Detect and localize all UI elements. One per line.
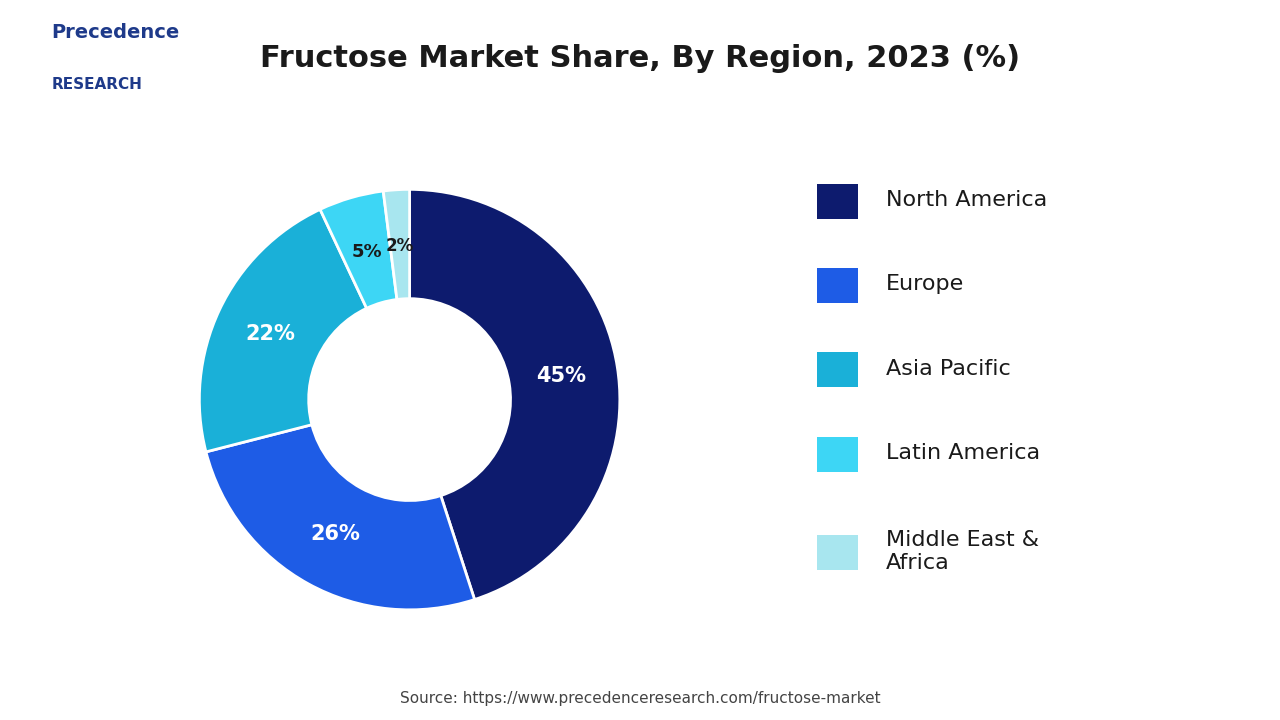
FancyBboxPatch shape [817,268,858,303]
Text: Latin America: Latin America [886,443,1039,463]
Text: Fructose Market Share, By Region, 2023 (%): Fructose Market Share, By Region, 2023 (… [260,44,1020,73]
Text: Middle East &
Africa: Middle East & Africa [886,530,1039,573]
FancyBboxPatch shape [817,436,858,472]
FancyBboxPatch shape [817,352,858,387]
Text: Asia Pacific: Asia Pacific [886,359,1010,379]
Text: Source: https://www.precedenceresearch.com/fructose-market: Source: https://www.precedenceresearch.c… [399,691,881,706]
Text: Precedence: Precedence [51,23,179,42]
Wedge shape [383,189,410,300]
Text: 26%: 26% [311,524,361,544]
Wedge shape [200,210,366,452]
Wedge shape [410,189,620,600]
FancyBboxPatch shape [817,184,858,219]
Wedge shape [206,425,475,610]
Text: North America: North America [886,190,1047,210]
FancyBboxPatch shape [817,535,858,570]
Wedge shape [320,191,397,308]
Text: 22%: 22% [246,324,296,344]
Text: RESEARCH: RESEARCH [51,77,142,91]
Text: Europe: Europe [886,274,964,294]
Text: 45%: 45% [536,366,586,386]
Text: 5%: 5% [352,243,383,261]
Text: 2%: 2% [385,238,415,256]
